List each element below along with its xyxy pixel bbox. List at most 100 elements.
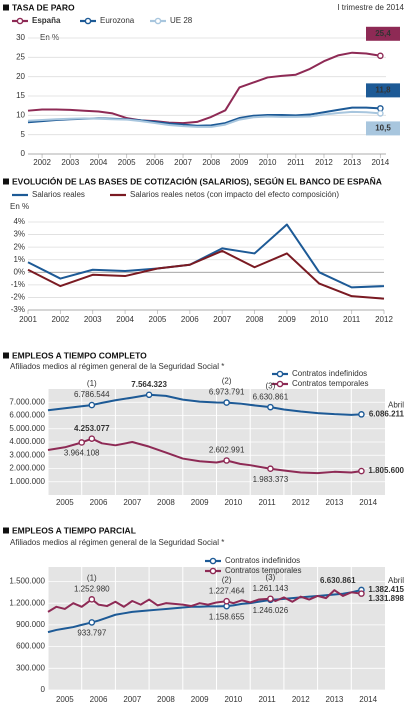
value-label: 933.797 (77, 629, 106, 638)
data-point (358, 590, 365, 597)
x-tick-label: 2003 (84, 315, 102, 324)
series-line (47, 393, 362, 416)
x-tick-label: 2007 (123, 695, 141, 704)
x-tick-label: 2004 (90, 158, 108, 167)
y-tick-label: 3% (13, 230, 25, 239)
x-tick-label: 2011 (258, 498, 276, 507)
x-tick-label: 2003 (61, 158, 79, 167)
x-tick-label: 2014 (371, 158, 389, 167)
event-marker: (2) (222, 575, 232, 584)
x-tick-label: 2012 (292, 498, 310, 507)
unit-label: Afiliados medios al régimen general de l… (10, 538, 224, 547)
value-label-box (366, 83, 400, 98)
y-tick-label: 1.000.000 (9, 477, 45, 486)
legend-label: Contratos indefinidos (225, 556, 300, 565)
x-tick-label: 2001 (19, 315, 37, 324)
x-tick-label: 2008 (202, 158, 220, 167)
y-tick-label: 4% (13, 217, 25, 226)
series-line (27, 110, 381, 128)
series-line (47, 589, 362, 613)
x-tick-label: 2006 (181, 315, 199, 324)
x-tick-label: 2009 (231, 158, 249, 167)
x-tick-label: 2010 (310, 315, 328, 324)
value-label-box (366, 121, 400, 136)
legend-label: Eurozona (100, 16, 135, 25)
y-tick-label: 30 (16, 33, 25, 42)
x-tick-label: 2009 (191, 695, 209, 704)
y-tick-label: 600.000 (16, 642, 45, 651)
value-label: 1.252.980 (74, 584, 110, 593)
x-tick-label: 2014 (359, 498, 377, 507)
note: Abril (388, 576, 404, 585)
x-tick-label: 2008 (246, 315, 264, 324)
chart-title: EMPLEOS A TIEMPO PARCIAL (12, 525, 136, 535)
x-tick-label: 2009 (278, 315, 296, 324)
x-tick-label: 2006 (90, 695, 108, 704)
end-point (377, 110, 384, 117)
x-tick-label: 2002 (33, 158, 51, 167)
title-bullet (3, 178, 9, 185)
x-tick-label: 2002 (51, 315, 69, 324)
y-tick-label: 10 (16, 110, 25, 119)
y-tick-label: -2% (11, 293, 25, 302)
chart-title: EVOLUCIÓN DE LAS BASES DE COTIZACIÓN (SA… (12, 175, 382, 186)
data-point (223, 399, 230, 406)
legend-label: UE 28 (170, 16, 193, 25)
legend-marker (209, 567, 217, 575)
legend-label: España (32, 16, 61, 25)
x-tick-label: 2011 (258, 695, 276, 704)
x-tick-label: 2010 (259, 158, 277, 167)
annotation: 6.630.861 (320, 576, 356, 585)
x-tick-label: 2005 (56, 695, 74, 704)
y-tick-label: 15 (16, 91, 25, 100)
series-line (47, 589, 362, 634)
data-point (267, 403, 274, 411)
x-tick-label: 2013 (326, 498, 344, 507)
y-tick-label: 900.000 (16, 620, 45, 629)
data-point (88, 435, 96, 442)
y-tick-label: 7.000.000 (9, 397, 45, 406)
x-tick-label: 2008 (157, 498, 175, 507)
y-tick-label: 300.000 (16, 663, 45, 672)
end-value-label: 6.086.211 (369, 409, 405, 418)
x-tick-label: 2007 (123, 498, 141, 507)
event-marker: (2) (222, 377, 232, 386)
x-tick-label: 2014 (359, 695, 377, 704)
series-line (27, 223, 385, 289)
y-tick-label: 3.000.000 (9, 450, 45, 459)
x-tick-label: 2005 (149, 315, 167, 324)
value-label: 4.253.077 (74, 424, 110, 433)
value-label: 1.158.655 (209, 612, 245, 621)
value-label: 3.964.108 (64, 449, 100, 458)
data-point (88, 596, 96, 603)
x-tick-label: 2011 (287, 158, 305, 167)
y-tick-label: 5 (21, 130, 26, 139)
x-tick-label: 2012 (315, 158, 333, 167)
data-point (145, 391, 153, 399)
data-point (88, 619, 96, 626)
y-tick-label: -1% (11, 280, 25, 289)
data-point (223, 597, 230, 605)
data-point (267, 465, 274, 473)
x-tick-label: 2009 (191, 498, 209, 507)
value-label: 6.630.861 (253, 392, 289, 401)
legend-label: Contratos temporales (292, 379, 368, 388)
chart-title: EMPLEOS A TIEMPO COMPLETO (12, 350, 147, 360)
event-marker: (3) (266, 573, 276, 582)
value-label: 2.602.991 (209, 446, 245, 455)
unit-label: Afiliados medios al régimen general de l… (10, 362, 224, 371)
legend-label: Contratos indefinidos (292, 369, 367, 378)
data-point (358, 411, 365, 418)
x-tick-label: 2008 (157, 695, 175, 704)
y-tick-label: 1.200.000 (9, 598, 45, 607)
x-tick-label: 2006 (146, 158, 164, 167)
value-label: 1.227.464 (209, 586, 245, 595)
value-label: 6.786.544 (74, 390, 110, 399)
end-value-label: 1.382.415 (368, 585, 404, 594)
y-tick-label: 0 (21, 149, 26, 158)
value-label-box (366, 26, 400, 41)
value-label: 1.246.026 (253, 606, 289, 615)
y-tick-label: 2.000.000 (9, 464, 45, 473)
event-marker: (1) (87, 379, 97, 388)
y-tick-label: -3% (11, 305, 25, 314)
